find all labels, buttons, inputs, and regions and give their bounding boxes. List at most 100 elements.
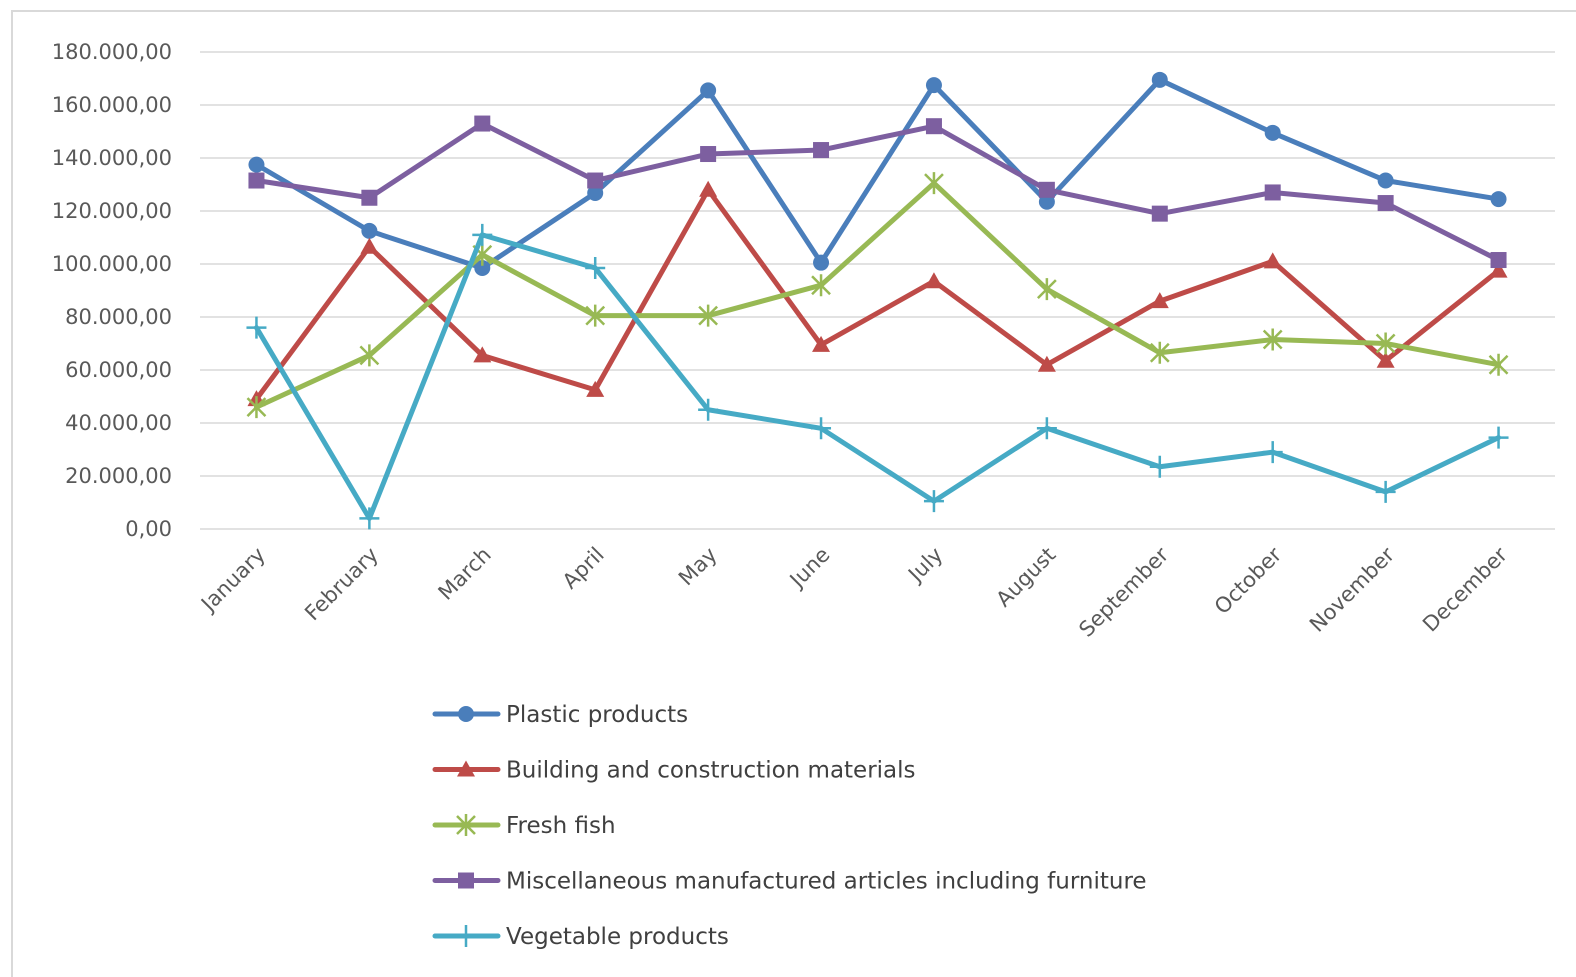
data-point [1263, 252, 1282, 269]
y-tick-label: 0,00 [125, 517, 172, 541]
y-tick-label: 100.000,00 [52, 252, 172, 276]
data-point [813, 254, 830, 271]
legend-label: Building and construction materials [506, 758, 916, 784]
data-point [246, 396, 267, 419]
series-line [253, 232, 1502, 521]
data-point [1036, 278, 1057, 301]
gridlines [200, 51, 1555, 530]
series-line [253, 77, 1502, 271]
legend-label: Plastic products [506, 702, 688, 728]
series-line [253, 180, 1502, 410]
legend-marker [458, 872, 474, 889]
data-point [587, 172, 604, 189]
legend: Plastic products Building and constructio… [432, 702, 1147, 950]
x-axis-tick-labels: January February March April May June July Augu… [195, 542, 1512, 641]
legend-item: Fresh fish [432, 813, 616, 839]
series-lines [246, 71, 1509, 530]
x-tick-label: July [902, 543, 947, 588]
series-plastic-products [248, 71, 1507, 276]
data-point [246, 316, 267, 339]
legend-label: Miscellaneous manufactured articles incl… [506, 869, 1147, 895]
data-point [811, 417, 832, 440]
data-point [359, 507, 380, 530]
data-point [1488, 426, 1509, 449]
data-point [1037, 355, 1056, 372]
data-point [1377, 172, 1394, 189]
data-point [248, 156, 265, 173]
data-point [359, 344, 380, 367]
legend-marker [458, 706, 474, 722]
data-point [1150, 292, 1169, 309]
data-point [474, 259, 491, 276]
data-point [585, 256, 606, 279]
data-point [1490, 252, 1507, 269]
series-line [253, 121, 1502, 263]
x-tick-label: August [991, 543, 1060, 612]
data-point [1262, 441, 1283, 464]
data-point [587, 184, 604, 201]
data-point [925, 77, 942, 94]
data-point [700, 82, 717, 99]
y-tick-label: 140.000,00 [52, 146, 172, 170]
data-point [1488, 353, 1509, 376]
data-point [1376, 351, 1395, 368]
data-point [923, 490, 944, 513]
x-tick-label: March [434, 543, 496, 605]
legend-label: Vegetable products [506, 924, 729, 950]
data-point [360, 237, 379, 254]
data-point [1038, 181, 1055, 198]
data-point [1036, 417, 1057, 440]
series-building-and-construction-materials [247, 180, 1508, 407]
data-point [1264, 184, 1281, 201]
x-tick-label: June [784, 543, 835, 594]
x-tick-label: December [1418, 542, 1512, 636]
x-tick-label: January [195, 543, 270, 618]
data-point [698, 304, 719, 327]
legend-marker [456, 925, 476, 947]
data-point [924, 172, 944, 195]
data-point [699, 180, 718, 197]
data-point [474, 115, 491, 132]
data-point [1489, 261, 1508, 278]
y-tick-label: 40.000,00 [65, 411, 172, 435]
data-point [586, 380, 605, 397]
series-miscellaneous-manufactured-articles-including-furniture [248, 115, 1507, 269]
y-tick-label: 160.000,00 [52, 93, 172, 117]
data-point [812, 335, 831, 352]
data-point [811, 274, 831, 297]
x-tick-label: November [1305, 542, 1399, 636]
data-point [585, 304, 606, 327]
series-vegetable-products [246, 223, 1509, 530]
y-tick-label: 20.000,00 [65, 464, 172, 488]
data-point [473, 346, 492, 363]
series-line [253, 187, 1502, 402]
data-point [1490, 191, 1507, 208]
data-point [248, 172, 265, 189]
legend-item: Vegetable products [432, 924, 729, 950]
y-tick-label: 80.000,00 [65, 305, 172, 329]
series-fresh-fish [246, 172, 1509, 419]
data-point [700, 146, 717, 163]
y-tick-label: 60.000,00 [65, 358, 172, 382]
data-point [1375, 332, 1396, 355]
data-point [1151, 71, 1168, 88]
legend-label: Fresh fish [506, 813, 616, 839]
data-point [1264, 124, 1281, 141]
y-tick-label: 180.000,00 [52, 40, 172, 64]
data-point [472, 223, 493, 246]
data-point [1375, 480, 1396, 503]
legend-item: Building and construction materials [432, 758, 916, 784]
data-point [361, 189, 378, 206]
data-point [1149, 341, 1170, 364]
legend-marker [457, 760, 475, 777]
data-point [813, 142, 830, 159]
x-tick-label: October [1210, 542, 1287, 619]
legend-marker [456, 814, 476, 836]
y-axis-tick-labels: 0,00 20.000,00 40.000,00 60.000,00 80.000,00… [52, 40, 172, 541]
data-point [1149, 455, 1170, 478]
data-point [698, 398, 719, 421]
data-point [925, 118, 942, 135]
data-point [1377, 195, 1394, 212]
data-point [1151, 205, 1168, 222]
